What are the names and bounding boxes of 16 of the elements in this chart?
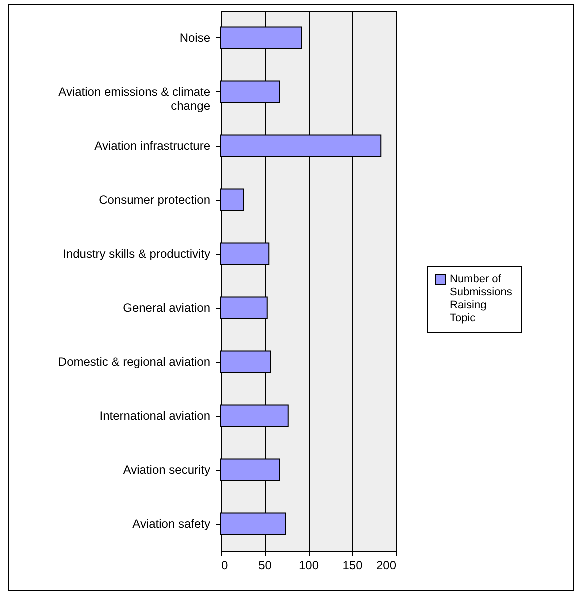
y-tick-label: General aviation (123, 301, 210, 315)
y-tick-label: International aviation (100, 409, 210, 423)
y-tick-label: Aviation infrastructure (94, 139, 211, 153)
x-tick-label: 150 (342, 558, 364, 572)
x-tick-label: 100 (298, 558, 320, 572)
x-tick-label: 50 (258, 558, 272, 572)
y-tick-label: Domestic & regional aviation (58, 355, 210, 369)
legend-label: Number of Submissions Raising Topic (450, 274, 513, 324)
y-tick-label: Consumer protection (99, 193, 210, 207)
y-tick-label: Aviation security (123, 463, 210, 477)
x-tick-label: 0 (222, 558, 228, 572)
y-tick-label: Aviation safety (132, 517, 210, 531)
y-tick-label: Aviation emissions & climate change (58, 85, 211, 113)
y-tick-label: Noise (180, 31, 211, 45)
x-tick-label: 200 (376, 558, 397, 572)
y-tick-label: Industry skills & productivity (63, 247, 210, 261)
